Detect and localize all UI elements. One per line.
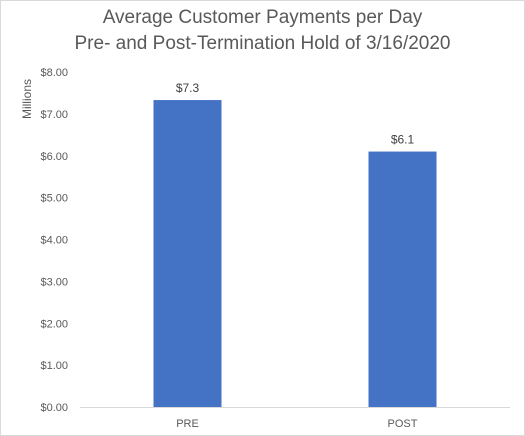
y-tick-label: $8.00	[40, 67, 68, 79]
data-label: $7.3	[176, 81, 200, 95]
y-axis-label: Millions	[20, 79, 34, 119]
x-axis-ticks: PRE POST	[176, 418, 418, 430]
y-tick-label: $5.00	[40, 193, 68, 205]
chart-title: Average Customer Payments per Day	[102, 7, 423, 28]
y-tick-label: $2.00	[40, 318, 68, 330]
bar-post	[368, 151, 437, 407]
y-axis-ticks: $0.00 $1.00 $2.00 $3.00 $4.00 $5.00 $6.00 $7.00…	[40, 67, 68, 414]
x-tick-label: POST	[388, 418, 418, 430]
y-tick-label: $6.00	[40, 151, 68, 163]
data-labels: $7.3 $6.1	[176, 81, 415, 147]
bars	[153, 100, 437, 408]
y-tick-label: $4.00	[40, 235, 68, 247]
x-tick-label: PRE	[176, 418, 199, 430]
y-tick-label: $3.00	[40, 276, 68, 288]
bar-pre	[153, 100, 222, 408]
data-label: $6.1	[391, 133, 415, 147]
y-tick-label: $0.00	[40, 402, 68, 414]
chart-subtitle: Pre- and Post-Termination Hold of 3/16/2…	[74, 33, 451, 54]
y-tick-label: $1.00	[40, 360, 68, 372]
y-tick-label: $7.00	[40, 109, 68, 121]
